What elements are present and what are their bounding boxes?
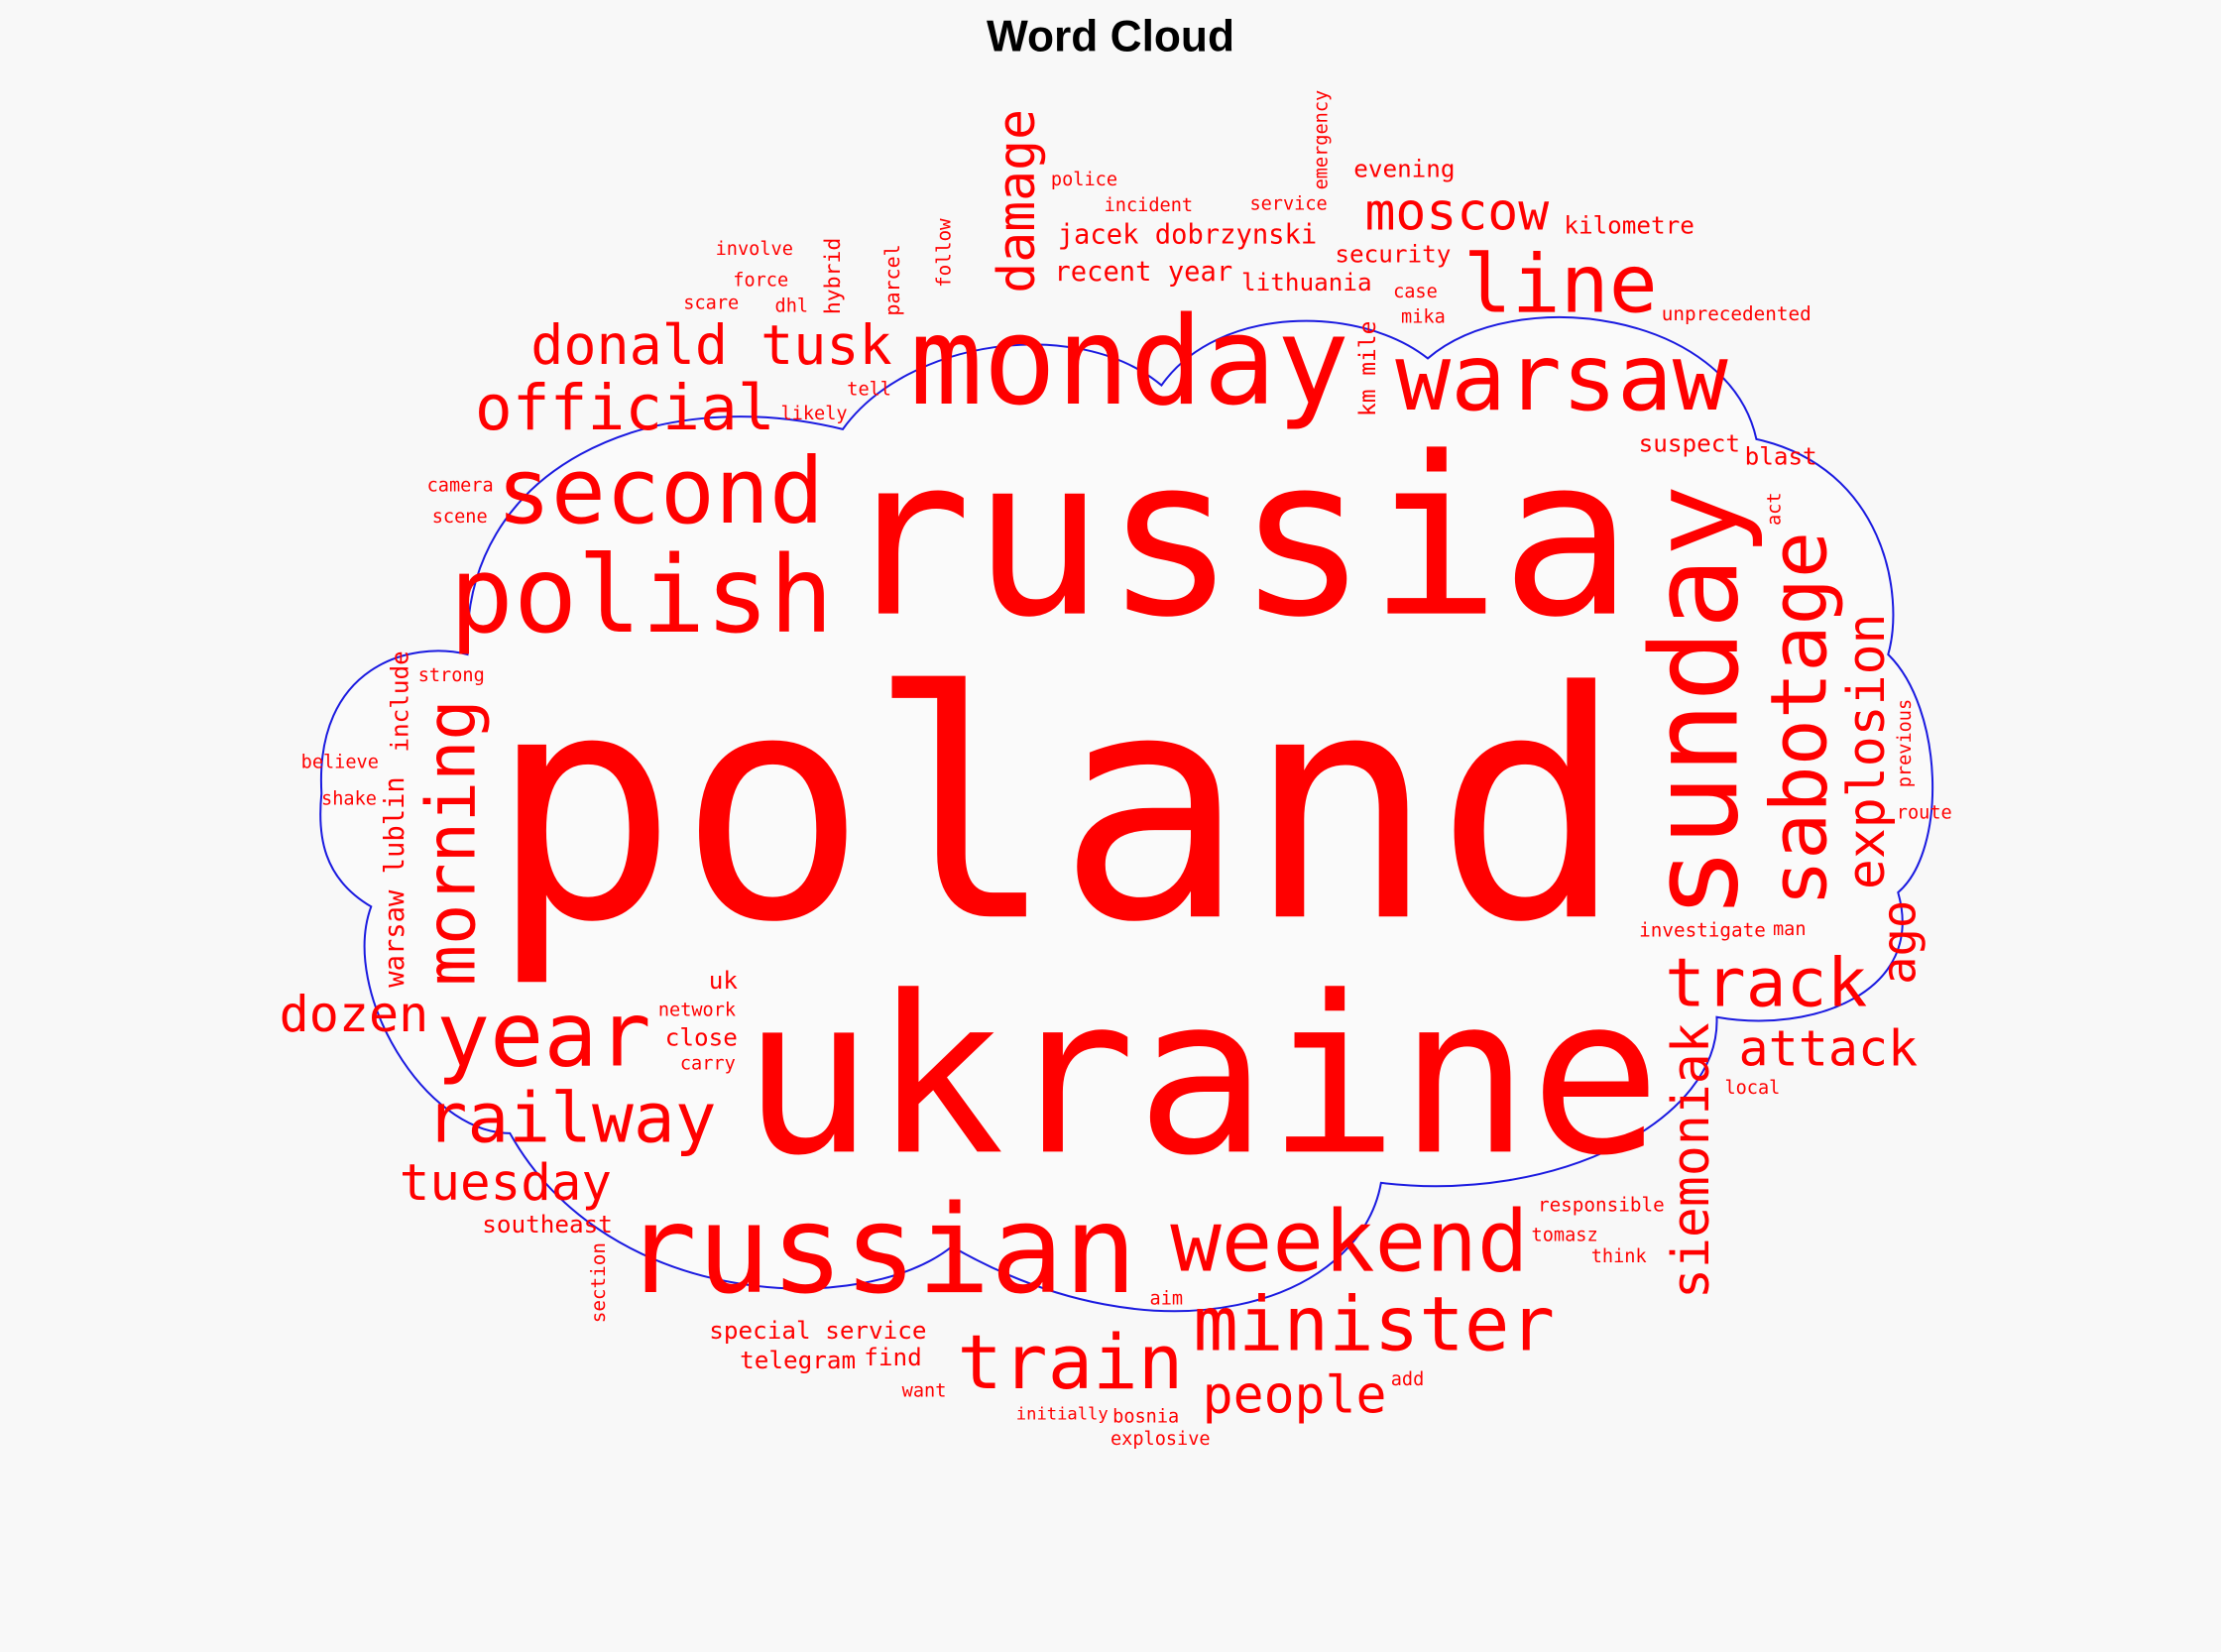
word-follow: follow bbox=[932, 218, 956, 289]
word-second: second bbox=[496, 440, 825, 546]
word-scare: scare bbox=[683, 294, 740, 315]
word-want: want bbox=[901, 1380, 947, 1402]
word-warsaw-lublin: warsaw lublin bbox=[379, 776, 410, 988]
word-dhl: dhl bbox=[774, 295, 809, 317]
word-scene: scene bbox=[431, 506, 488, 529]
word-line: line bbox=[1462, 238, 1658, 332]
word-telegram: telegram bbox=[740, 1347, 857, 1375]
word-ago: ago bbox=[1870, 899, 1927, 985]
word-camera: camera bbox=[426, 475, 494, 498]
word-responsible: responsible bbox=[1537, 1194, 1665, 1218]
word-find: find bbox=[864, 1345, 922, 1373]
word-minister: minister bbox=[1193, 1282, 1556, 1369]
word-tell: tell bbox=[847, 380, 891, 402]
word-force: force bbox=[733, 271, 789, 293]
word-shake: shake bbox=[321, 789, 377, 811]
word-track: track bbox=[1665, 944, 1868, 1022]
word-km-mile: km mile bbox=[1353, 320, 1381, 416]
word-initially: initially bbox=[1015, 1404, 1109, 1425]
word-unprecedented: unprecedented bbox=[1661, 302, 1812, 326]
word-network: network bbox=[657, 1000, 737, 1021]
word-tuesday: tuesday bbox=[399, 1154, 613, 1214]
word-add: add bbox=[1390, 1368, 1425, 1391]
word-local: local bbox=[1724, 1078, 1781, 1100]
word-recent-year: recent year bbox=[1054, 255, 1233, 288]
word-involve: involve bbox=[715, 239, 793, 261]
word-southeast: southeast bbox=[482, 1211, 613, 1239]
word-route: route bbox=[1896, 802, 1952, 825]
word-monday: monday bbox=[909, 291, 1350, 433]
word-russia: russia bbox=[839, 409, 1633, 666]
word-tomasz: tomasz bbox=[1531, 1225, 1598, 1247]
word-morning: morning bbox=[411, 699, 492, 987]
word-siemoniak: siemoniak bbox=[1663, 1022, 1722, 1299]
word-act: act bbox=[1764, 491, 1787, 526]
word-special-service: special service bbox=[709, 1317, 927, 1346]
word-investigate: investigate bbox=[1639, 919, 1766, 943]
word-dozen: dozen bbox=[279, 987, 429, 1044]
word-mika: mika bbox=[1401, 306, 1446, 329]
word-ukraine: ukraine bbox=[742, 950, 1662, 1205]
cloud-shape bbox=[319, 315, 1934, 1313]
word-poland: poland bbox=[488, 626, 1625, 993]
word-include: include bbox=[386, 650, 414, 754]
word-likely: likely bbox=[780, 403, 848, 425]
chart-title: Word Cloud bbox=[986, 11, 1235, 61]
word-donald-tusk: donald tusk bbox=[530, 313, 892, 378]
word-section: section bbox=[588, 1241, 612, 1323]
word-explosion: explosion bbox=[1838, 613, 1897, 890]
word-attack: attack bbox=[1738, 1020, 1919, 1078]
word-strong: strong bbox=[417, 664, 485, 687]
word-carry: carry bbox=[679, 1053, 736, 1076]
word-bosnia: bosnia bbox=[1112, 1407, 1180, 1429]
word-railway: railway bbox=[425, 1079, 717, 1159]
word-believe: believe bbox=[300, 752, 379, 773]
word-year: year bbox=[435, 982, 651, 1087]
word-lithuania: lithuania bbox=[1240, 269, 1372, 298]
word-explosive: explosive bbox=[1110, 1429, 1211, 1451]
word-people: people bbox=[1202, 1365, 1387, 1425]
word-jacek-dobrzynski: jacek dobrzynski bbox=[1057, 218, 1318, 251]
word-warsaw: warsaw bbox=[1395, 325, 1728, 432]
word-moscow: moscow bbox=[1364, 183, 1550, 242]
word-hybrid: hybrid bbox=[820, 237, 846, 314]
word-incident: incident bbox=[1104, 195, 1194, 217]
word-russian: russian bbox=[624, 1180, 1137, 1323]
word-polish: polish bbox=[449, 532, 834, 657]
word-train: train bbox=[957, 1321, 1184, 1408]
word-case: case bbox=[1393, 282, 1438, 304]
word-police: police bbox=[1050, 171, 1118, 192]
word-close: close bbox=[664, 1023, 738, 1053]
word-official: official bbox=[474, 372, 775, 445]
word-parcel: parcel bbox=[882, 244, 906, 316]
word-sunday: sunday bbox=[1626, 483, 1767, 919]
word-previous: previous bbox=[1895, 698, 1917, 788]
word-think: think bbox=[1590, 1246, 1647, 1268]
word-security: security bbox=[1335, 241, 1452, 270]
word-damage: damage bbox=[988, 109, 1047, 294]
word-weekend: weekend bbox=[1170, 1192, 1529, 1292]
word-kilometre: kilometre bbox=[1564, 212, 1695, 241]
word-aim: aim bbox=[1149, 1289, 1184, 1311]
word-suspect: suspect bbox=[1638, 429, 1740, 459]
word-service: service bbox=[1249, 193, 1328, 215]
word-evening: evening bbox=[1353, 156, 1456, 185]
word-sabotage: sabotage bbox=[1753, 531, 1844, 907]
word-blast: blast bbox=[1744, 443, 1817, 473]
word-uk: uk bbox=[708, 967, 738, 997]
word-emergency: emergency bbox=[1312, 90, 1334, 190]
word-man: man bbox=[1772, 919, 1807, 941]
